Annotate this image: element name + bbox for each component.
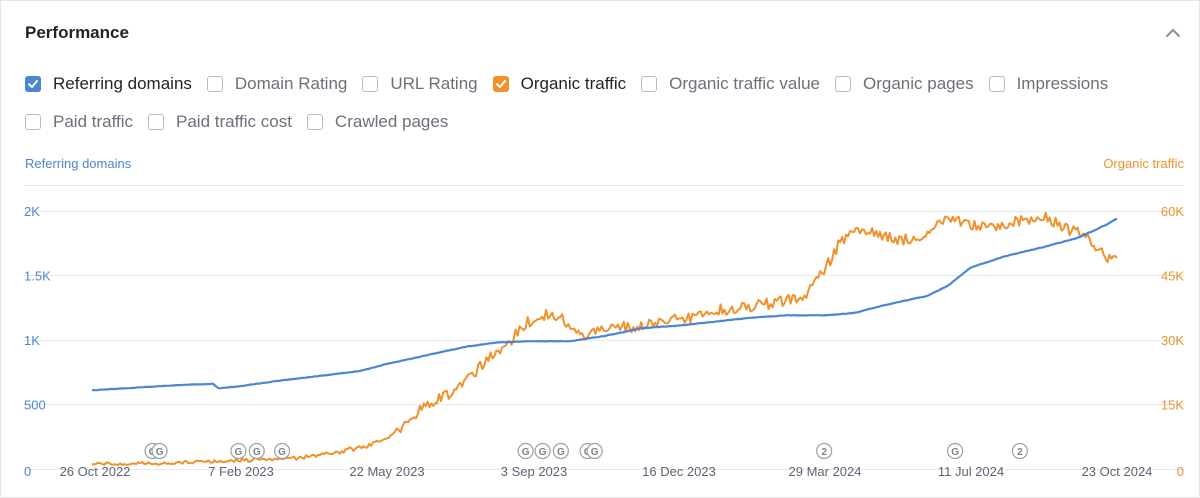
annotation-marker-label: G [156, 447, 164, 458]
annotation-marker-label: G [278, 447, 286, 458]
metric-label: Organic traffic value [669, 74, 820, 93]
annotation-marker [586, 442, 603, 460]
metric-label: Impressions [1016, 74, 1109, 93]
checkbox-icon[interactable] [835, 76, 851, 92]
metric-checkbox-impressions[interactable]: Impressions [988, 74, 1109, 94]
x-tick-label: 23 Oct 2024 [1082, 464, 1153, 479]
right-tick-label: 0 [1177, 464, 1184, 479]
x-tick-label: 7 Feb 2023 [208, 464, 274, 479]
right-tick-label: 60K [1161, 204, 1184, 219]
metric-checkbox-domain-rating[interactable]: Domain Rating [206, 74, 348, 94]
annotation-marker-label: G [522, 447, 530, 458]
checkbox-icon[interactable] [306, 114, 323, 130]
checkbox-icon[interactable] [362, 76, 379, 92]
annotation-marker [816, 442, 833, 460]
annotation-marker [517, 442, 534, 460]
annotation-marker [248, 442, 265, 460]
annotation-marker-label: 2 [1017, 447, 1023, 458]
card-title: Performance [25, 23, 129, 42]
checkbox-icon[interactable] [206, 76, 223, 92]
metric-label: Organic traffic [520, 74, 627, 93]
annotation-marker-label: G [557, 447, 565, 458]
checkbox-icon[interactable] [25, 76, 41, 92]
left-tick-label: 1K [24, 333, 40, 348]
metric-checkbox-organic-traffic-value[interactable]: Organic traffic value [641, 74, 820, 94]
x-tick-label: 26 Oct 2022 [60, 464, 131, 479]
annotation-marker [1011, 442, 1028, 460]
left-axis-title: Referring domains [25, 156, 132, 171]
annotation-marker [946, 442, 964, 460]
right-tick-label: 45K [1161, 268, 1184, 283]
metric-checkbox-url-rating[interactable]: URL Rating [362, 74, 478, 94]
annotation-marker-label: G [951, 447, 959, 458]
x-tick-label: 11 Jul 2024 [938, 464, 1004, 479]
metric-label: Paid traffic cost [176, 112, 292, 131]
annotation-marker [534, 442, 551, 460]
x-tick-label: 16 Dec 2023 [642, 464, 716, 479]
annotation-marker [552, 442, 569, 460]
metric-checkbox-crawled-pages[interactable]: Crawled pages [306, 112, 449, 132]
metric-label: Paid traffic [53, 112, 134, 131]
left-tick-label: 0 [24, 464, 31, 479]
annotation-marker-label: G [235, 447, 243, 458]
metric-checkbox-referring-domains[interactable]: Referring domains [25, 74, 192, 94]
series-line-referring-domains [91, 217, 1118, 392]
metric-checkbox-organic-traffic[interactable]: Organic traffic [492, 74, 627, 94]
metric-checkbox-paid-traffic[interactable]: Paid traffic [25, 112, 133, 132]
annotation-marker-label: 2 [821, 447, 827, 458]
checkbox-icon[interactable] [25, 114, 41, 130]
x-tick-label: 3 Sep 2023 [501, 464, 568, 479]
metric-label: Crawled pages [334, 112, 449, 131]
metric-checkbox-row-1: Referring domains Domain Rating URL Rating… [25, 74, 1123, 94]
checkbox-icon[interactable] [148, 114, 165, 130]
metric-label: URL Rating [390, 74, 478, 93]
metric-checkbox-paid-traffic-cost[interactable]: Paid traffic cost [148, 112, 292, 132]
annotation-marker [273, 442, 291, 460]
checkbox-icon[interactable] [988, 76, 1005, 92]
x-tick-label: 22 May 2023 [349, 464, 424, 479]
annotation-marker-label: G [591, 447, 599, 458]
annotation-marker [151, 442, 168, 460]
annotation-marker [230, 442, 247, 460]
right-tick-label: 30K [1161, 333, 1184, 348]
left-tick-label: 500 [24, 397, 46, 412]
right-tick-label: 15K [1161, 397, 1184, 412]
series-line-organic-traffic [91, 211, 1118, 466]
metric-label: Organic pages [863, 74, 974, 93]
checkbox-icon[interactable] [492, 76, 509, 92]
checkbox-icon[interactable] [641, 76, 658, 92]
annotation-marker-label: G [253, 447, 261, 458]
annotation-marker-label: G [539, 447, 547, 458]
left-tick-label: 2K [24, 204, 40, 219]
metric-label: Referring domains [53, 74, 192, 93]
metric-checkbox-row-2: Paid traffic Paid traffic cost Crawled pag… [25, 112, 463, 132]
right-axis-title: Organic traffic [1103, 156, 1184, 171]
chevron-up-icon[interactable] [1163, 23, 1183, 43]
metric-checkbox-organic-pages[interactable]: Organic pages [835, 74, 974, 94]
left-tick-label: 1.5K [24, 268, 51, 283]
metric-label: Domain Rating [234, 74, 348, 93]
x-tick-label: 29 Mar 2024 [789, 464, 862, 479]
